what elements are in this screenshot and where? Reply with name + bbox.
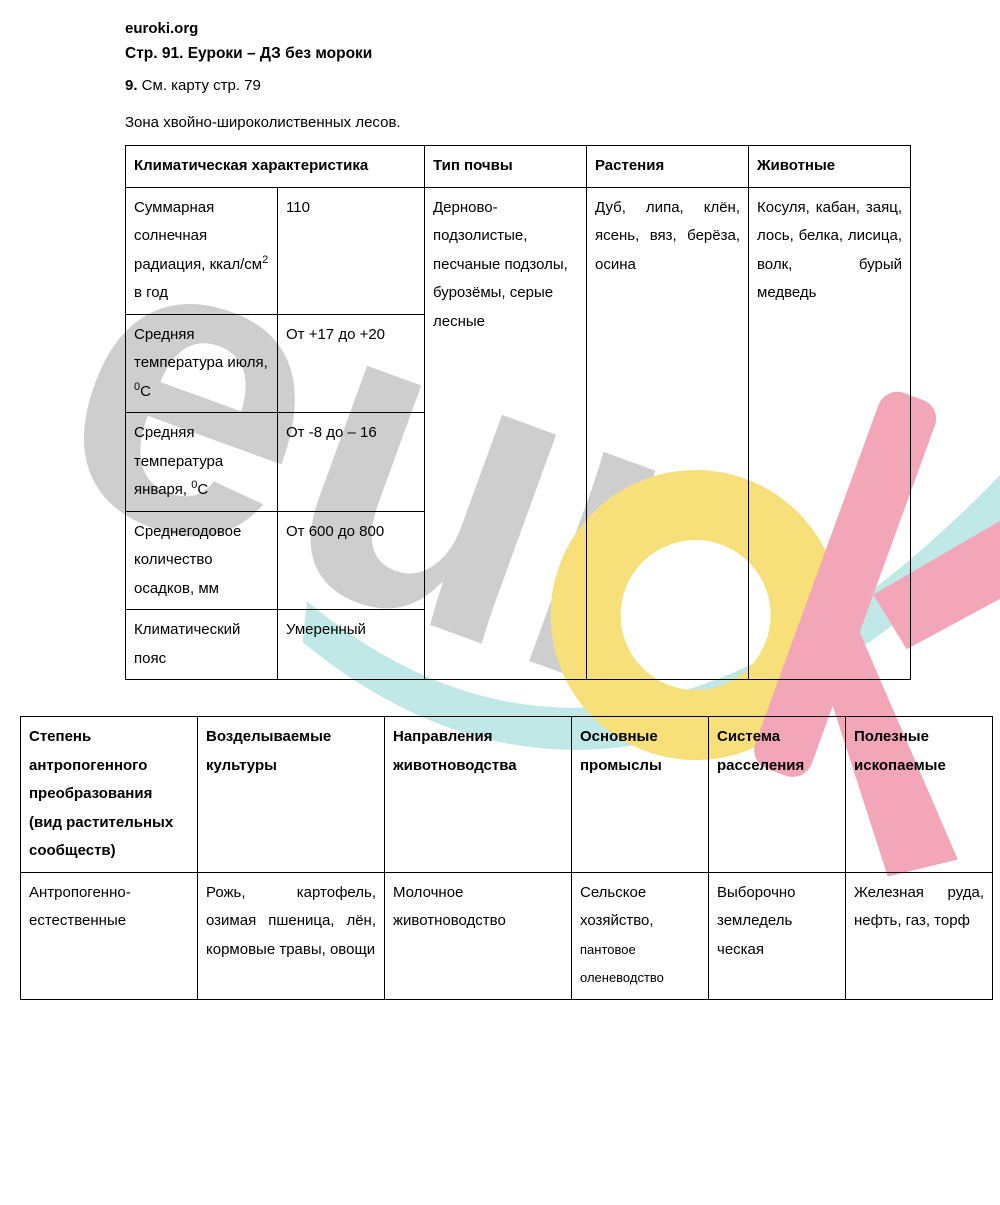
zone-title: Зона хвойно-широколиственных лесов.	[125, 114, 885, 131]
th-minerals: Полезные ископаемые	[846, 717, 993, 873]
cell-plants: Дуб, липа, клён, ясень, вяз, берёза, оси…	[587, 187, 749, 680]
th-soil: Тип почвы	[425, 146, 587, 188]
cell-value: Умеренный	[278, 610, 425, 680]
th-crops: Возделываемые культуры	[198, 717, 385, 873]
task-line: 9. См. карту стр. 79	[125, 77, 885, 94]
cell-crops: Рожь, картофель, озимая пшеница, лён, ко…	[198, 872, 385, 999]
table-row: Степень антропогенного преобразования (в…	[21, 717, 993, 873]
cell-minerals: Железная руда, нефть, газ, торф	[846, 872, 993, 999]
cell-value: 110	[278, 187, 425, 314]
cell-soil: Дерново-подзолистые, песчаные подзолы, б…	[425, 187, 587, 680]
cell-animals: Косуля, кабан, заяц, лось, белка, лисица…	[749, 187, 911, 680]
th-settlement: Система расселения	[709, 717, 846, 873]
cell-settlement: Выборочно земледель ческая	[709, 872, 846, 999]
site-name: euroki.org	[125, 20, 885, 37]
cell-value: От -8 до – 16	[278, 413, 425, 512]
table-row: Климатическая характеристика Тип почвы Р…	[126, 146, 911, 188]
table-row: Суммарная солнечная радиация, ккал/см2 в…	[126, 187, 911, 314]
table-anthropogenic: Степень антропогенного преобразования (в…	[20, 716, 993, 1000]
th-transform: Степень антропогенного преобразования (в…	[21, 717, 198, 873]
th-livestock: Направления животноводства	[385, 717, 572, 873]
cell-crafts-a: Сельское хозяйство,	[580, 884, 654, 930]
cell-transform: Антропогенно-естественные	[21, 872, 198, 999]
table-row: Антропогенно-естественные Рожь, картофел…	[21, 872, 993, 999]
cell-label: Средняя температура января, 0С	[126, 413, 278, 512]
table-climate: Климатическая характеристика Тип почвы Р…	[125, 145, 911, 680]
page-title: Стр. 91. Еуроки – ДЗ без мороки	[125, 45, 885, 63]
task-number: 9.	[125, 77, 138, 94]
cell-value: От +17 до +20	[278, 314, 425, 413]
cell-crafts-b: пантовое оленеводство	[580, 942, 664, 986]
th-animals: Животные	[749, 146, 911, 188]
th-plants: Растения	[587, 146, 749, 188]
cell-label: Средняя температура июля, 0С	[126, 314, 278, 413]
th-crafts: Основные промыслы	[572, 717, 709, 873]
cell-livestock: Молочное животноводство	[385, 872, 572, 999]
th-climate: Климатическая характеристика	[126, 146, 425, 188]
cell-label: Суммарная солнечная радиация, ккал/см2 в…	[126, 187, 278, 314]
cell-label: Среднегодовое количество осадков, мм	[126, 511, 278, 610]
cell-value: От 600 до 800	[278, 511, 425, 610]
task-text: См. карту стр. 79	[138, 77, 261, 94]
cell-crafts: Сельское хозяйство, пантовое оленеводств…	[572, 872, 709, 999]
cell-label: Климатический пояс	[126, 610, 278, 680]
